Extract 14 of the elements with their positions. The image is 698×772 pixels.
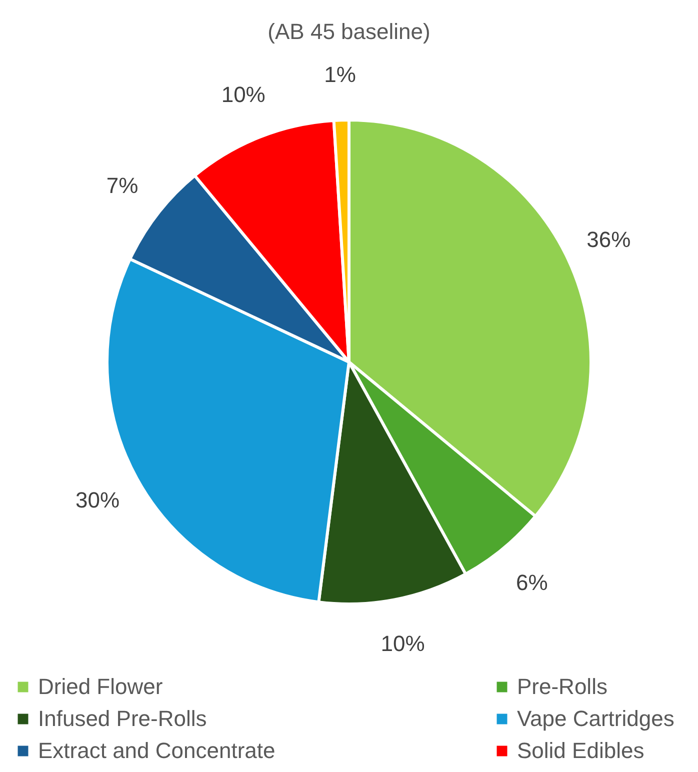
legend-label: Infused Pre-Rolls — [38, 706, 207, 731]
data-label: 6% — [516, 570, 548, 596]
data-label: 36% — [586, 226, 631, 252]
legend-label: Solid Edibles — [517, 738, 644, 763]
legend-label: Vape Cartridges — [517, 706, 674, 731]
legend-label: Extract and Concentrate — [38, 738, 276, 763]
data-label: 7% — [106, 173, 138, 198]
chart-title: (AB 45 baseline) — [268, 19, 430, 44]
data-label: 30% — [75, 487, 120, 512]
legend-label: Dried Flower — [38, 674, 163, 699]
data-label: 1% — [324, 62, 356, 88]
data-label: 10% — [380, 630, 425, 656]
legend-label: Pre-Rolls — [517, 674, 608, 699]
data-label: 10% — [221, 82, 266, 108]
